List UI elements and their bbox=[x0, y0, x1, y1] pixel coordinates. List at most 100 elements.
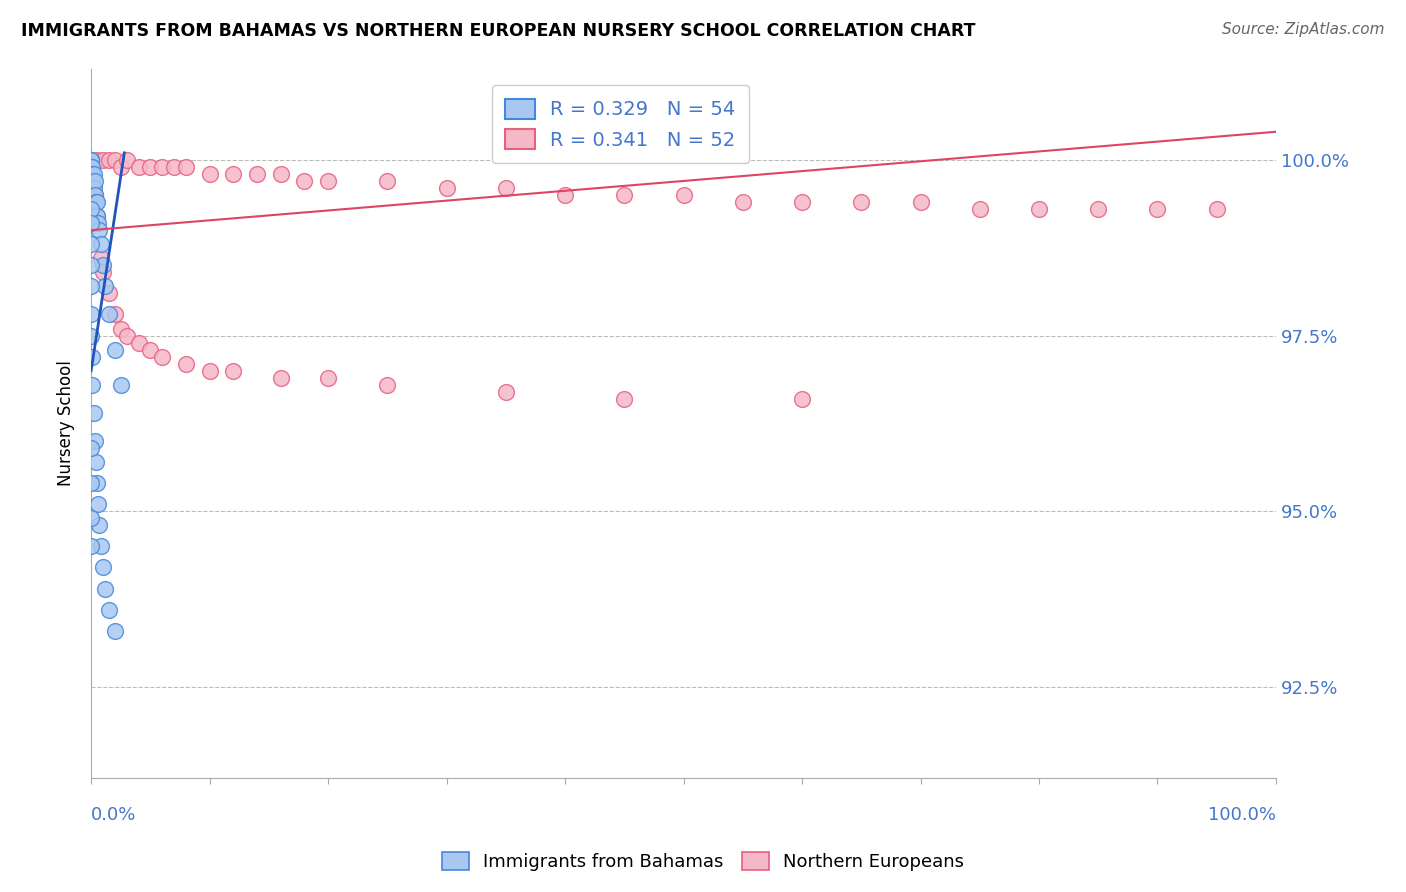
Legend: Immigrants from Bahamas, Northern Europeans: Immigrants from Bahamas, Northern Europe… bbox=[434, 845, 972, 879]
Point bbox=[97, 602, 120, 616]
Point bbox=[139, 343, 162, 357]
Point bbox=[84, 455, 107, 469]
Point bbox=[495, 181, 517, 195]
Point bbox=[89, 223, 111, 237]
Point bbox=[90, 252, 112, 266]
Point bbox=[198, 167, 221, 181]
Point bbox=[80, 441, 103, 455]
Point bbox=[80, 153, 103, 167]
Point bbox=[91, 153, 114, 167]
Point bbox=[83, 188, 105, 202]
Point bbox=[613, 188, 636, 202]
Point bbox=[163, 160, 186, 174]
Point bbox=[80, 153, 103, 167]
Point bbox=[128, 160, 150, 174]
Point bbox=[80, 540, 103, 554]
Text: Source: ZipAtlas.com: Source: ZipAtlas.com bbox=[1222, 22, 1385, 37]
Text: 100.0%: 100.0% bbox=[1208, 806, 1277, 824]
Point bbox=[672, 188, 695, 202]
Point bbox=[1028, 202, 1050, 216]
Text: IMMIGRANTS FROM BAHAMAS VS NORTHERN EUROPEAN NURSERY SCHOOL CORRELATION CHART: IMMIGRANTS FROM BAHAMAS VS NORTHERN EURO… bbox=[21, 22, 976, 40]
Point bbox=[150, 350, 173, 364]
Point bbox=[139, 160, 162, 174]
Point bbox=[87, 216, 110, 230]
Point bbox=[174, 357, 197, 371]
Point bbox=[969, 202, 991, 216]
Point bbox=[90, 237, 112, 252]
Point bbox=[86, 209, 108, 223]
Point bbox=[910, 195, 932, 210]
Point bbox=[91, 560, 114, 574]
Point bbox=[222, 364, 245, 378]
Point bbox=[104, 343, 127, 357]
Point bbox=[150, 160, 173, 174]
Point bbox=[80, 511, 103, 525]
Point bbox=[91, 258, 114, 272]
Point bbox=[80, 174, 103, 188]
Point bbox=[436, 181, 458, 195]
Point bbox=[89, 518, 111, 533]
Point bbox=[86, 476, 108, 491]
Point bbox=[82, 350, 104, 364]
Point bbox=[80, 216, 103, 230]
Point bbox=[80, 476, 103, 491]
Point bbox=[80, 328, 103, 343]
Point bbox=[80, 188, 103, 202]
Point bbox=[86, 153, 108, 167]
Point bbox=[104, 308, 127, 322]
Point bbox=[198, 364, 221, 378]
Point bbox=[554, 188, 576, 202]
Point bbox=[83, 195, 105, 210]
Point bbox=[82, 174, 104, 188]
Point bbox=[87, 497, 110, 511]
Point bbox=[80, 181, 103, 195]
Point bbox=[246, 167, 269, 181]
Point bbox=[82, 160, 104, 174]
Point bbox=[495, 384, 517, 399]
Point bbox=[94, 279, 117, 293]
Point bbox=[80, 160, 103, 174]
Point bbox=[97, 286, 120, 301]
Point bbox=[613, 392, 636, 406]
Point bbox=[294, 174, 316, 188]
Point bbox=[104, 624, 127, 638]
Point bbox=[83, 188, 105, 202]
Point bbox=[377, 174, 399, 188]
Point bbox=[316, 174, 339, 188]
Point bbox=[80, 279, 103, 293]
Point bbox=[316, 370, 339, 384]
Point bbox=[83, 406, 105, 420]
Point bbox=[97, 153, 120, 167]
Point bbox=[80, 160, 103, 174]
Point bbox=[83, 181, 105, 195]
Point bbox=[90, 540, 112, 554]
Point bbox=[80, 153, 103, 167]
Point bbox=[790, 195, 813, 210]
Point bbox=[222, 167, 245, 181]
Point bbox=[82, 181, 104, 195]
Point bbox=[110, 321, 132, 335]
Point bbox=[110, 377, 132, 392]
Point bbox=[82, 377, 104, 392]
Point bbox=[790, 392, 813, 406]
Point bbox=[80, 167, 103, 181]
Point bbox=[110, 160, 132, 174]
Point bbox=[83, 167, 105, 181]
Point bbox=[86, 209, 108, 223]
Point bbox=[377, 377, 399, 392]
Point bbox=[80, 167, 103, 181]
Point bbox=[83, 434, 105, 448]
Point bbox=[80, 258, 103, 272]
Point bbox=[731, 195, 754, 210]
Point bbox=[86, 195, 108, 210]
Point bbox=[174, 160, 197, 174]
Point bbox=[80, 202, 103, 216]
Point bbox=[851, 195, 873, 210]
Point bbox=[1146, 202, 1168, 216]
Legend: R = 0.329   N = 54, R = 0.341   N = 52: R = 0.329 N = 54, R = 0.341 N = 52 bbox=[492, 86, 749, 163]
Point bbox=[97, 308, 120, 322]
Point bbox=[82, 167, 104, 181]
Point bbox=[115, 328, 138, 343]
Point bbox=[84, 195, 107, 210]
Point bbox=[128, 335, 150, 350]
